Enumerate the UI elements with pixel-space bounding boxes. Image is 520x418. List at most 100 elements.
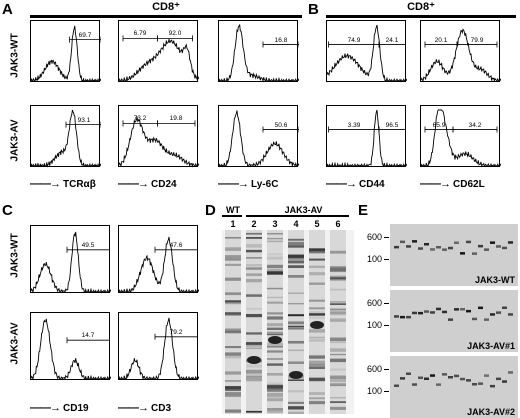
gel-band xyxy=(309,248,325,251)
histogram-curve xyxy=(219,23,299,83)
gel-band xyxy=(246,294,262,297)
gate-percentage: 19.8 xyxy=(169,115,183,122)
panel-a-row-label-wt: JAK3-WT xyxy=(9,33,21,78)
gel-e-band xyxy=(502,380,507,383)
gel-band xyxy=(225,302,241,305)
histogram-curve xyxy=(327,24,407,83)
gel-band xyxy=(330,266,346,268)
lane-label-3: 3 xyxy=(272,219,278,229)
gel-e-band xyxy=(430,374,435,377)
gel-band xyxy=(330,276,346,280)
gel-e-band xyxy=(460,308,465,311)
panel-b-xlabel-cd62l: ——→ CD62L xyxy=(420,178,485,190)
gel-band xyxy=(267,264,283,269)
gel-e-band xyxy=(466,309,471,313)
marker-label-100: 100 xyxy=(366,320,382,330)
lane-label-6: 6 xyxy=(335,219,341,229)
gel-band xyxy=(246,371,262,374)
gel-e-band xyxy=(496,377,501,381)
gel-e-band xyxy=(502,246,507,250)
gel-band xyxy=(267,382,283,385)
gel-band xyxy=(288,254,304,258)
gel-band xyxy=(288,401,304,404)
histogram-curve xyxy=(119,236,199,294)
histogram-curve xyxy=(119,317,199,381)
gel-band xyxy=(309,336,325,339)
gel-band xyxy=(267,256,283,260)
panel-a-header-bar xyxy=(30,15,302,18)
histogram-a-ly6c-av: 50.6 xyxy=(218,105,299,168)
panel-letter-e: E xyxy=(358,202,369,219)
histogram-b-cd44-av: 3.39 96.5 xyxy=(326,105,407,168)
gel-band xyxy=(225,237,241,239)
gel-band xyxy=(246,266,262,270)
gel-band xyxy=(330,397,346,399)
gel-e-band xyxy=(424,377,429,380)
gel-band xyxy=(225,257,241,261)
gel-e-band xyxy=(508,313,513,316)
gel-band xyxy=(225,255,241,259)
gel-band xyxy=(225,409,241,413)
panel-d-group-label: JAK3-AV xyxy=(284,205,323,215)
gel-e-band xyxy=(502,306,507,309)
gel-e-band xyxy=(418,247,423,250)
gel-band xyxy=(267,363,283,366)
histogram-a-cd24-av: 73.2 19.8 xyxy=(118,105,199,168)
gel-e-band xyxy=(472,252,477,255)
gate-percentage: 20.1 xyxy=(434,37,448,44)
gel-band xyxy=(246,347,262,350)
gel-band xyxy=(246,279,262,283)
gel-e-band xyxy=(442,373,447,376)
gel-band xyxy=(330,278,346,281)
gel-band xyxy=(225,277,241,281)
panel-c-xlabel-cd3: ——→ CD3 xyxy=(118,402,172,414)
gel-band xyxy=(246,237,262,239)
gel-e-band xyxy=(406,245,411,248)
gel-band xyxy=(330,267,346,272)
gel-e-band xyxy=(436,246,441,249)
gel-band xyxy=(330,274,346,278)
gel-band xyxy=(267,384,283,389)
gel-band xyxy=(267,394,283,398)
histogram-curve xyxy=(31,109,101,168)
gel-label-0: JAK3-WT xyxy=(475,275,515,285)
gel-band-strong xyxy=(268,336,282,344)
panel-d-wt-bar xyxy=(222,215,242,217)
gel-band xyxy=(309,392,325,395)
gel-band xyxy=(267,323,283,327)
panel-a-header: CD8⁺ xyxy=(152,1,180,13)
gate-percentage: 24.1 xyxy=(385,37,399,44)
panel-b-header-bar xyxy=(326,15,516,18)
gel-e-band xyxy=(424,310,429,313)
gel-e-band xyxy=(448,318,453,321)
histogram-curve xyxy=(31,25,101,83)
gel-band xyxy=(267,398,283,402)
gel-band xyxy=(267,271,283,275)
gel-band xyxy=(330,401,346,403)
gel-band xyxy=(246,232,262,235)
gel-band xyxy=(267,350,283,353)
gel-band xyxy=(330,288,346,291)
gel-0: JAK3-WT xyxy=(390,224,518,286)
gel-lane xyxy=(225,230,241,414)
histogram-curve xyxy=(119,116,199,168)
gel-band xyxy=(225,352,241,356)
gel-lane xyxy=(330,230,346,414)
gel-band xyxy=(267,301,283,304)
gel-band xyxy=(288,379,304,381)
gel-band xyxy=(225,371,241,375)
gel-1: JAK3-AV#1 xyxy=(390,290,518,352)
gel-band xyxy=(225,328,241,331)
gel-e-band xyxy=(442,310,447,314)
gel-band xyxy=(267,287,283,290)
gate-percentage: 6.79 xyxy=(133,30,147,37)
marker-label-600: 600 xyxy=(366,364,382,374)
gel-band xyxy=(246,273,262,275)
panel-d-group-bar xyxy=(246,215,349,217)
gate-percentage: 73.2 xyxy=(133,115,147,122)
gel-label-1: JAK3-AV#1 xyxy=(467,341,515,351)
histogram-b-cd62l-wt: 20.1 79.9 xyxy=(420,20,501,83)
gel-e-band xyxy=(484,248,489,251)
gel-band xyxy=(246,369,262,372)
gel-band xyxy=(330,303,346,305)
